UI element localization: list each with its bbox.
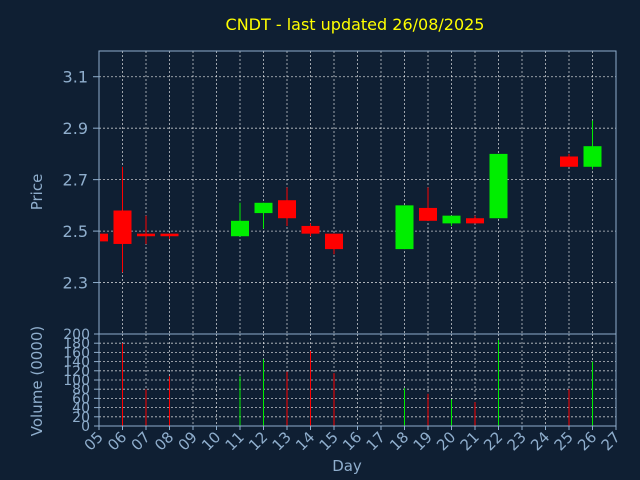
- candle-body: [489, 153, 508, 219]
- candle-body: [278, 200, 296, 219]
- volume-tick-label: 180: [63, 336, 90, 352]
- x-tick-labels: 0506070809101112131415161718192021222324…: [81, 426, 624, 454]
- candle-body: [137, 233, 155, 237]
- x-tick-label: 18: [386, 428, 412, 454]
- volume-tick-label: 20: [72, 410, 90, 426]
- x-tick-label: 20: [433, 428, 459, 454]
- price-tick-label: 2.7: [63, 171, 88, 190]
- candle-body: [100, 233, 108, 242]
- x-tick-label: 24: [527, 428, 553, 454]
- x-tick-label: 15: [316, 428, 342, 454]
- price-axis-label: Price: [28, 174, 46, 211]
- x-tick-label: 11: [222, 428, 248, 454]
- x-tick-label: 17: [363, 428, 389, 454]
- x-tick-label: 12: [245, 428, 271, 454]
- candle-body: [160, 233, 179, 237]
- x-tick-label: 22: [480, 428, 506, 454]
- price-grid: [98, 51, 617, 334]
- volume-bars: [122, 339, 593, 426]
- volume-tick-label: 140: [63, 355, 90, 371]
- x-tick-label: 13: [269, 428, 295, 454]
- price-tick-label: 3.1: [63, 68, 88, 87]
- volume-grid: [98, 333, 617, 427]
- x-tick-label: 10: [198, 428, 224, 454]
- chart-title: CNDT - last updated 26/08/2025: [226, 15, 485, 34]
- price-tick-label: 2.5: [63, 222, 88, 241]
- price-tick-label: 2.9: [63, 119, 88, 138]
- volume-tick-label: 0: [81, 419, 90, 435]
- candle-body: [395, 205, 414, 250]
- x-tick-label: 16: [339, 428, 365, 454]
- x-tick-label: 14: [292, 428, 318, 454]
- x-tick-label: 26: [574, 428, 600, 454]
- volume-tick-label: 40: [72, 401, 90, 417]
- x-tick-label: 25: [551, 428, 577, 454]
- volume-tick-label: 200: [63, 327, 90, 343]
- volume-panel-frame: [98, 333, 617, 427]
- x-tick-label: 06: [104, 428, 130, 454]
- candle-body: [442, 215, 461, 224]
- candle-body: [583, 146, 602, 167]
- candle-body: [113, 210, 132, 244]
- candle-body: [301, 225, 320, 234]
- candle-body: [466, 218, 484, 224]
- x-tick-label: 23: [504, 428, 530, 454]
- price-tick-label: 2.3: [63, 274, 88, 293]
- x-tick-label: 19: [410, 428, 436, 454]
- x-tick-label: 08: [151, 428, 177, 454]
- x-tick-label: 27: [598, 428, 624, 454]
- x-tick-label: 09: [175, 428, 201, 454]
- volume-axis-label: Volume (0000): [28, 326, 46, 436]
- candle-body: [419, 207, 437, 221]
- candle-body: [325, 233, 343, 250]
- candle-body: [231, 220, 249, 237]
- candles: [98, 120, 602, 273]
- volume-tick-label: 120: [63, 364, 90, 380]
- x-tick-label: 07: [128, 428, 154, 454]
- price-tick-labels: 2.3 2.5 2.7 2.9 3.1: [63, 68, 99, 293]
- volume-tick-label: 160: [63, 345, 90, 361]
- x-axis-label: Day: [332, 457, 362, 475]
- candle-body: [254, 202, 273, 214]
- candle-body: [560, 156, 578, 167]
- volume-tick-label: 60: [72, 391, 90, 407]
- volume-tick-label: 100: [63, 373, 90, 389]
- volume-tick-label: 80: [72, 382, 90, 398]
- x-tick-label: 21: [457, 428, 483, 454]
